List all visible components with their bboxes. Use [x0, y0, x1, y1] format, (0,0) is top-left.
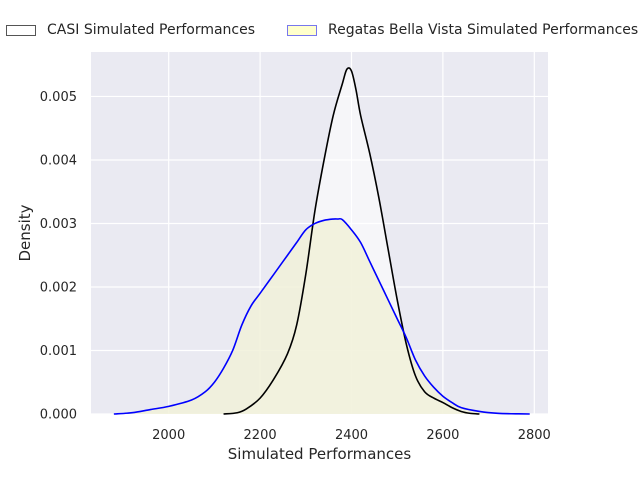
legend-item-regatas: Regatas Bella Vista Simulated Performanc… — [287, 22, 638, 38]
y-tick-label: 0.004 — [40, 153, 77, 168]
legend-label-casi: CASI Simulated Performances — [47, 22, 256, 38]
legend-item-casi: CASI Simulated Performances — [6, 22, 255, 38]
y-tick-label: 0.001 — [40, 344, 77, 359]
y-tick-label: 0.003 — [40, 217, 77, 232]
density-areas — [113, 67, 530, 415]
y-tick-label: 0.005 — [40, 90, 77, 105]
density-lines — [113, 67, 530, 415]
x-tick-label: 2000 — [152, 428, 185, 443]
y-tick-label: 0.002 — [40, 280, 77, 295]
x-tick-label: 2200 — [244, 428, 277, 443]
legend-swatch-regatas — [287, 24, 317, 36]
y-tick-label: 0.000 — [40, 408, 77, 423]
x-tick-label: 2800 — [518, 428, 551, 443]
x-tick-label: 2400 — [335, 428, 368, 443]
legend-swatch-casi — [6, 24, 36, 36]
y-axis-label: Density — [16, 204, 34, 261]
x-axis-ticks: 2000 2200 2400 2600 2800 — [152, 428, 551, 443]
density-line-series-0 — [223, 67, 480, 415]
x-axis-label: Simulated Performances — [228, 445, 412, 463]
density-area-series-1 — [113, 218, 530, 414]
density-line-series-1 — [113, 217, 530, 415]
y-axis-ticks: 0.000 0.001 0.002 0.003 0.004 0.005 — [40, 90, 77, 423]
x-tick-label: 2600 — [426, 428, 459, 443]
legend-label-regatas: Regatas Bella Vista Simulated Performanc… — [328, 22, 639, 38]
chart-legend: CASI Simulated Performances Regatas Bell… — [0, 22, 640, 40]
